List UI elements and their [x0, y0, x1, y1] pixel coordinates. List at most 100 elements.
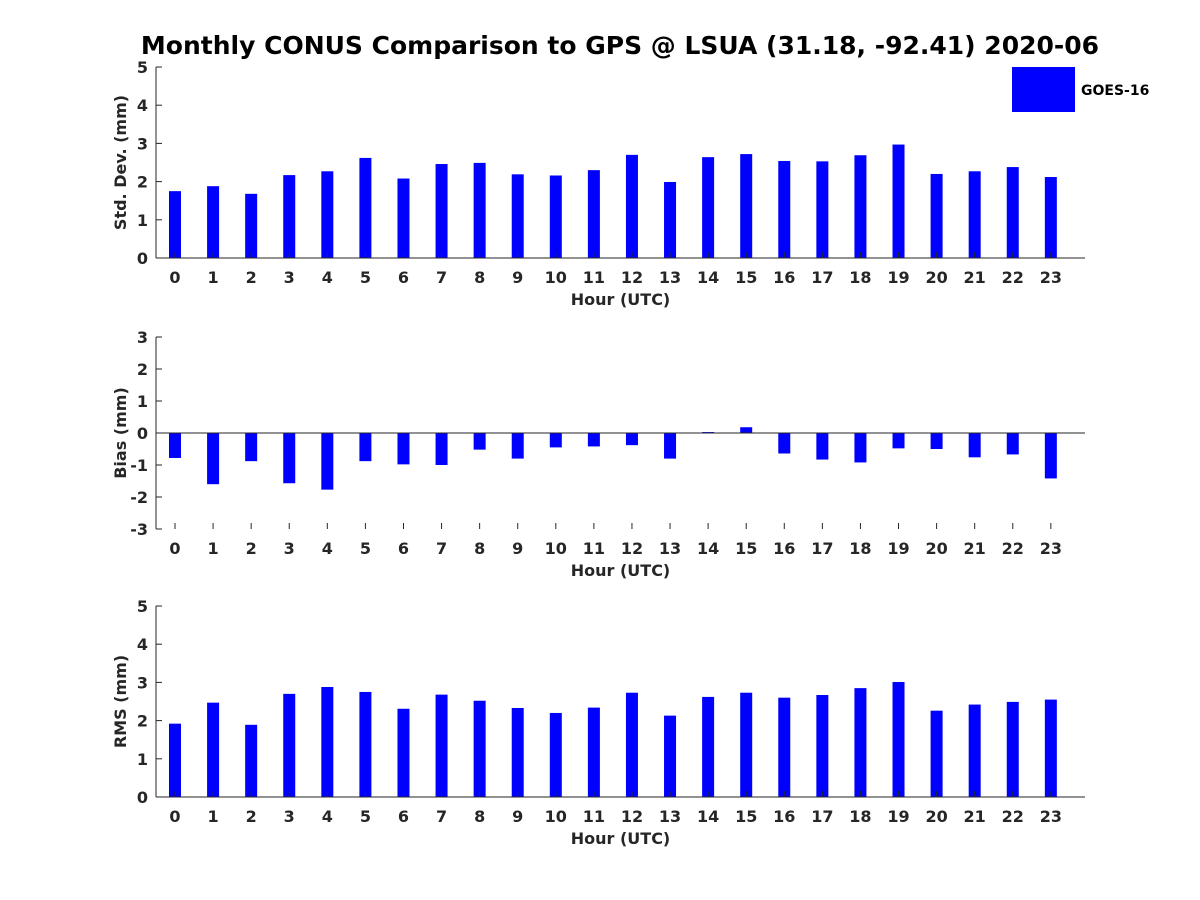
y-axis-label-rms: RMS (mm): [111, 655, 130, 748]
y-tick-label-rms-5: 5: [137, 597, 148, 616]
bar-std-4: [321, 171, 334, 258]
x-tick-label-std-20: 20: [925, 268, 947, 287]
x-tick-label-std-13: 13: [659, 268, 681, 287]
bar-std-15: [740, 154, 753, 258]
x-tick-label-rms-11: 11: [583, 807, 605, 826]
bar-std-23: [1044, 177, 1057, 258]
y-tick-label-std-1: 1: [137, 211, 148, 230]
x-tick-label-bias-13: 13: [659, 539, 681, 558]
x-tick-label-rms-6: 6: [398, 807, 409, 826]
bar-bias-1: [207, 433, 220, 485]
x-axis-label-std: Hour (UTC): [571, 290, 671, 309]
x-tick-label-rms-23: 23: [1040, 807, 1062, 826]
bar-std-13: [664, 181, 677, 258]
x-tick-label-bias-23: 23: [1040, 539, 1062, 558]
x-tick-label-rms-19: 19: [887, 807, 909, 826]
bar-bias-0: [169, 433, 181, 458]
bar-std-9: [511, 174, 524, 258]
y-axis-label-bias: Bias (mm): [111, 387, 130, 479]
x-tick-label-std-15: 15: [735, 268, 757, 287]
x-tick-label-bias-11: 11: [583, 539, 605, 558]
x-tick-label-rms-17: 17: [811, 807, 833, 826]
bar-rms-18: [854, 688, 867, 797]
x-tick-label-std-12: 12: [621, 268, 643, 287]
x-tick-label-rms-22: 22: [1002, 807, 1024, 826]
bar-bias-12: [625, 433, 638, 446]
x-tick-label-rms-12: 12: [621, 807, 643, 826]
bar-rms-22: [1006, 701, 1019, 797]
y-tick-label-std-5: 5: [137, 58, 148, 77]
x-tick-label-bias-3: 3: [284, 539, 295, 558]
x-tick-label-std-10: 10: [545, 268, 567, 287]
x-tick-label-bias-2: 2: [246, 539, 257, 558]
bar-std-12: [625, 154, 638, 258]
x-tick-label-rms-8: 8: [474, 807, 485, 826]
x-tick-label-bias-0: 0: [169, 539, 180, 558]
x-tick-label-bias-4: 4: [322, 539, 333, 558]
x-tick-label-std-3: 3: [284, 268, 295, 287]
bar-bias-8: [473, 433, 486, 450]
bar-bias-17: [816, 433, 829, 460]
bar-rms-11: [587, 707, 600, 797]
x-tick-label-std-22: 22: [1002, 268, 1024, 287]
bar-bias-3: [283, 433, 296, 484]
x-tick-label-bias-1: 1: [208, 539, 219, 558]
chart-title: Monthly CONUS Comparison to GPS @ LSUA (…: [141, 31, 1099, 60]
y-tick-label-rms-2: 2: [137, 712, 148, 731]
x-tick-label-rms-5: 5: [360, 807, 371, 826]
bar-std-3: [283, 175, 296, 258]
x-tick-label-rms-18: 18: [849, 807, 871, 826]
bar-rms-4: [321, 686, 334, 797]
x-tick-label-bias-12: 12: [621, 539, 643, 558]
bar-rms-16: [778, 697, 791, 797]
y-tick-label-std-2: 2: [137, 173, 148, 192]
bar-rms-7: [435, 694, 448, 797]
bar-std-20: [930, 173, 943, 258]
x-tick-label-bias-21: 21: [964, 539, 986, 558]
bar-bias-16: [778, 433, 791, 454]
x-axis-label-rms: Hour (UTC): [571, 829, 671, 848]
x-tick-label-bias-22: 22: [1002, 539, 1024, 558]
y-tick-label-rms-1: 1: [137, 750, 148, 769]
x-tick-label-bias-19: 19: [887, 539, 909, 558]
bar-rms-15: [740, 692, 753, 797]
x-tick-label-rms-20: 20: [925, 807, 947, 826]
x-tick-label-bias-6: 6: [398, 539, 409, 558]
x-tick-label-bias-7: 7: [436, 539, 447, 558]
bar-bias-4: [321, 433, 334, 490]
x-tick-label-bias-16: 16: [773, 539, 795, 558]
y-tick-label-bias-0: 0: [137, 424, 148, 443]
bar-std-18: [854, 155, 867, 258]
x-tick-label-rms-10: 10: [545, 807, 567, 826]
bar-rms-17: [816, 695, 829, 797]
y-tick-label-std-4: 4: [137, 96, 148, 115]
x-tick-label-std-2: 2: [246, 268, 257, 287]
x-tick-label-bias-8: 8: [474, 539, 485, 558]
bar-rms-23: [1044, 699, 1057, 797]
x-tick-label-rms-7: 7: [436, 807, 447, 826]
x-tick-label-rms-4: 4: [322, 807, 333, 826]
y-tick-label-bias-3: 3: [137, 328, 148, 347]
x-tick-label-std-5: 5: [360, 268, 371, 287]
bar-std-14: [702, 157, 715, 258]
bar-rms-20: [930, 710, 943, 797]
x-tick-label-std-14: 14: [697, 268, 719, 287]
bar-std-16: [778, 160, 791, 258]
y-tick-label-rms-3: 3: [137, 673, 148, 692]
bar-bias-19: [892, 433, 905, 449]
bar-rms-3: [283, 693, 296, 797]
x-tick-label-std-19: 19: [887, 268, 909, 287]
bar-rms-0: [169, 723, 181, 797]
x-tick-label-rms-9: 9: [512, 807, 523, 826]
x-tick-label-rms-1: 1: [208, 807, 219, 826]
bar-bias-22: [1006, 433, 1019, 455]
legend-swatch: [1012, 67, 1075, 112]
bar-bias-9: [511, 433, 524, 459]
bar-std-5: [359, 157, 372, 258]
legend: GOES-16: [1012, 67, 1149, 112]
bar-bias-2: [245, 433, 258, 462]
